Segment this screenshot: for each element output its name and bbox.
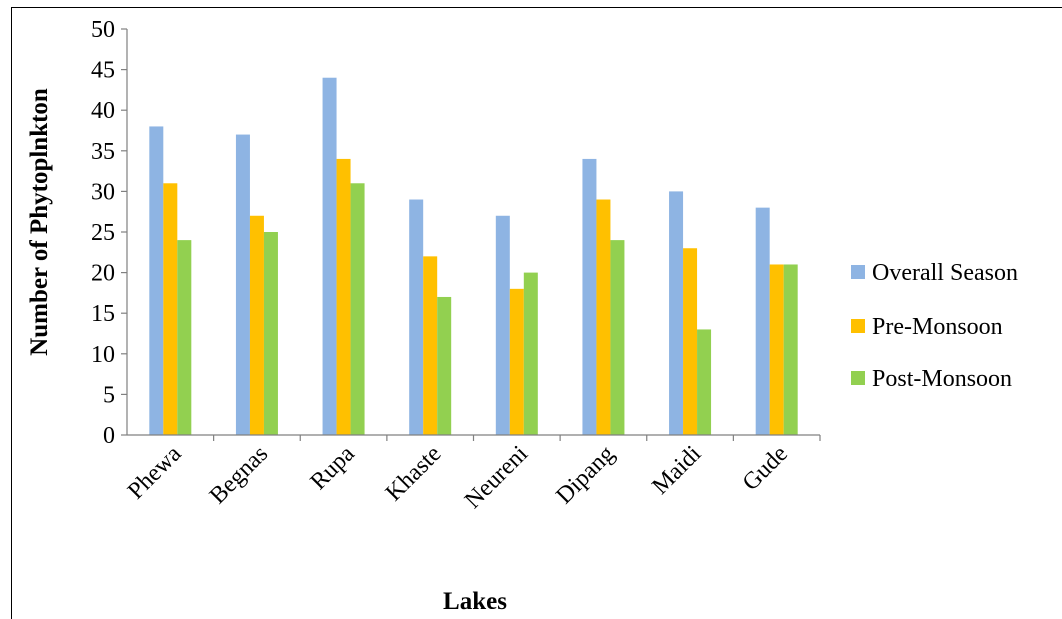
bar [336,158,351,436]
bar [669,191,684,435]
bar [235,134,250,435]
bar [263,232,278,435]
bars-group [149,77,798,436]
bar [322,77,337,435]
legend-swatch [851,319,865,333]
x-axis-title: Lakes [443,588,507,615]
bar [783,264,798,435]
bar [495,215,510,435]
bar [249,215,264,435]
bar [582,158,597,436]
bar [423,256,438,435]
bar [149,126,164,435]
legend-label: Pre-Monsoon [872,314,1003,340]
y-tick-label: 30 [91,179,115,205]
bar [523,272,538,435]
x-category-label: Phewa [123,441,187,505]
x-category-labels: Phewa Begnas Rupa Khaste Neureni Dipang Maidi G… [123,441,793,514]
x-category-label: Begnas [205,441,273,509]
y-tick-label: 15 [91,301,115,327]
bar [683,248,698,435]
legend: Overall Season Pre-Monsoon Post-Monsoon [851,260,1018,392]
bar [163,183,178,435]
legend-label: Overall Season [872,260,1018,286]
y-tick-label: 50 [91,17,115,43]
x-category-label: Rupa [306,441,360,495]
bar [755,207,770,435]
bar [697,329,712,435]
y-tick-label: 5 [103,382,115,408]
y-tick-label: 45 [91,58,115,84]
bar [350,183,365,435]
y-tick-label: 10 [91,342,115,368]
legend-label: Post-Monsoon [872,366,1012,392]
bar [610,240,625,435]
chart-frame [11,7,1062,619]
x-category-label: Dipang [551,441,619,509]
y-tick-labels: 0 5 10 15 20 25 30 35 40 45 50 [91,17,115,449]
x-category-label: Maidi [647,441,706,500]
y-tick-label: 0 [103,423,115,449]
bar [177,240,192,435]
bar [437,296,452,435]
bar [596,199,611,435]
legend-swatch [851,371,865,385]
bar [509,288,524,435]
x-category-label: Khaste [381,441,447,507]
y-tick-label: 20 [91,261,115,287]
y-axis-title: Number of Phytoplnkton [26,88,53,356]
y-tick-label: 25 [91,220,115,246]
x-category-label: Gude [738,441,793,496]
legend-swatch [851,265,865,279]
bar [769,264,784,435]
bar [409,199,424,435]
axes-group [121,28,821,441]
y-tick-label: 40 [91,98,115,124]
x-category-label: Neureni [460,441,533,514]
y-tick-label: 35 [91,139,115,165]
